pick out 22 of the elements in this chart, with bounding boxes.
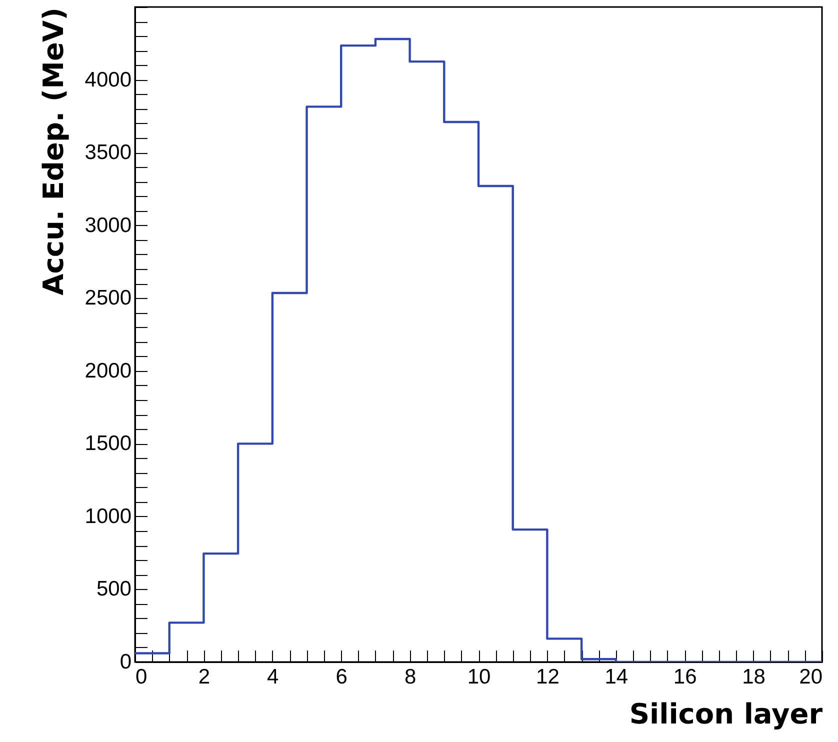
x-tick-label: 14 [604,666,628,688]
y-tick-label: 2500 [84,286,132,310]
x-tick-label: 6 [336,666,348,688]
x-tick-label: 16 [673,666,697,688]
y-tick-label: 1000 [84,504,132,528]
y-tick-label: 3500 [84,141,132,164]
x-tick-label: 12 [536,666,560,688]
y-tick-label: 4000 [84,68,132,92]
y-axis-title: Accu. Edep. (MeV) [36,8,70,296]
x-tick-label: 10 [467,666,491,688]
y-tick-label: 2000 [84,359,132,382]
x-tick-label: 4 [267,666,280,688]
y-tick-label: 500 [96,578,132,601]
x-tick-label: 8 [404,666,416,688]
y-tick-label: 1500 [84,432,132,456]
x-axis-title: Silicon layer [629,698,823,730]
x-tick-label: 20 [799,666,822,688]
y-tick-label: 0 [120,650,132,674]
x-tick-label: 0 [136,666,148,688]
x-tick-label: 2 [198,666,210,688]
y-tick-label: 3000 [84,214,132,237]
x-tick-label: 18 [742,666,766,688]
